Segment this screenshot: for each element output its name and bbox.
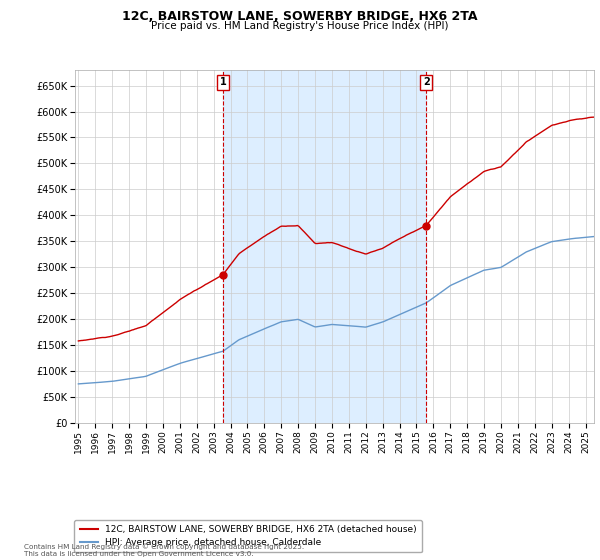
Bar [223,70,426,423]
Legend: 12C, BAIRSTOW LANE, SOWERBY BRIDGE, HX6 2TA (detached house), HPI: Average price: 12C, BAIRSTOW LANE, SOWERBY BRIDGE, HX6 … [74,520,422,552]
Text: 12C, BAIRSTOW LANE, SOWERBY BRIDGE, HX6 2TA: 12C, BAIRSTOW LANE, SOWERBY BRIDGE, HX6 … [122,10,478,23]
Text: Contains HM Land Registry data © Crown copyright and database right 2025.
This d: Contains HM Land Registry data © Crown c… [24,544,304,557]
Text: 1: 1 [220,77,226,87]
Text: Price paid vs. HM Land Registry's House Price Index (HPI): Price paid vs. HM Land Registry's House … [151,21,449,31]
Text: 2: 2 [423,77,430,87]
